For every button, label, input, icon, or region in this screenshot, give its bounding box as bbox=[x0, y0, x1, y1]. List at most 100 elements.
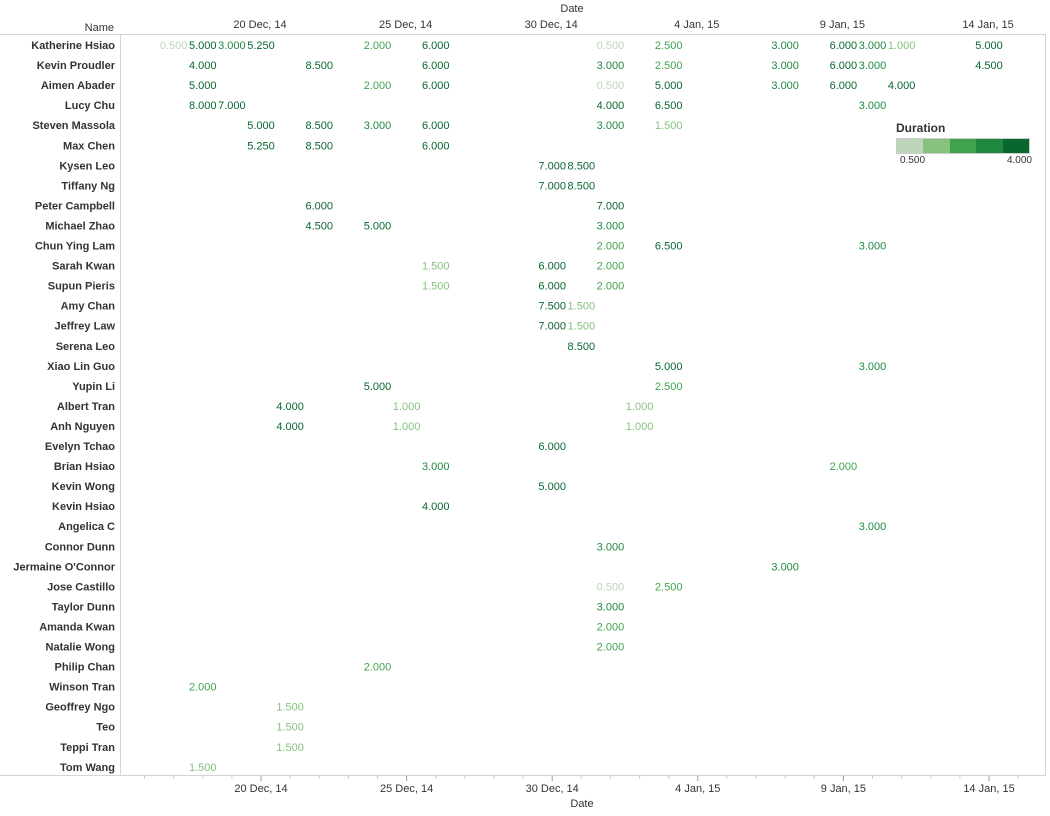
row-name-label: Katherine Hsiao bbox=[31, 40, 115, 52]
duration-cell: 2.000 bbox=[597, 241, 625, 253]
legend-swatch-3 bbox=[949, 139, 977, 153]
bottom-tick-label-3: 4 Jan, 15 bbox=[675, 783, 720, 795]
row-name-label: Anh Nguyen bbox=[50, 421, 115, 433]
duration-cell: 2.000 bbox=[597, 642, 625, 654]
row-name-label: Taylor Dunn bbox=[52, 601, 116, 613]
duration-cell: 1.500 bbox=[422, 281, 450, 293]
duration-cell: 3.000 bbox=[597, 60, 625, 72]
duration-cell: 5.000 bbox=[975, 40, 1003, 52]
legend-max-label: 4.000 bbox=[1006, 155, 1032, 166]
duration-cell: 1.500 bbox=[655, 120, 683, 132]
duration-cell: 4.000 bbox=[189, 60, 217, 72]
row-name-label: Albert Tran bbox=[57, 401, 115, 413]
row-name-label: Evelyn Tchao bbox=[45, 441, 115, 453]
duration-cell: 3.000 bbox=[771, 60, 799, 72]
row-name-label: Philip Chan bbox=[55, 662, 116, 674]
duration-cell: 6.000 bbox=[538, 441, 566, 453]
duration-cell: 3.000 bbox=[859, 100, 887, 112]
legend-range: 0.500 4.000 bbox=[896, 155, 1032, 169]
row-header-title: Name bbox=[85, 22, 114, 34]
duration-cell: 1.000 bbox=[393, 421, 421, 433]
duration-cell: 0.500 bbox=[597, 80, 625, 92]
duration-cell: 8.500 bbox=[568, 180, 596, 192]
top-tick-label-4: 9 Jan, 15 bbox=[820, 19, 865, 31]
duration-cell: 7.000 bbox=[597, 200, 625, 212]
top-tick-label-5: 14 Jan, 15 bbox=[962, 19, 1013, 31]
duration-cell: 5.000 bbox=[189, 80, 217, 92]
legend-min-label: 0.500 bbox=[900, 155, 926, 166]
duration-cell: 2.000 bbox=[597, 621, 625, 633]
duration-cell: 2.000 bbox=[830, 461, 858, 473]
legend-swatch-4 bbox=[976, 139, 1003, 153]
duration-cell: 2.000 bbox=[364, 80, 392, 92]
duration-cell: 3.000 bbox=[422, 461, 450, 473]
duration-cell: 1.500 bbox=[276, 742, 304, 754]
top-tick-label-3: 4 Jan, 15 bbox=[674, 19, 719, 31]
row-name-label: Kevin Proudler bbox=[37, 60, 116, 72]
duration-cell: 8.500 bbox=[305, 120, 333, 132]
row-name-label: Xiao Lin Guo bbox=[47, 361, 115, 373]
legend-title: Duration bbox=[896, 121, 946, 135]
row-name-label: Natalie Wong bbox=[46, 642, 115, 654]
duration-cell: 6.000 bbox=[305, 200, 333, 212]
duration-cell: 7.000 bbox=[218, 100, 246, 112]
row-name-label: Aimen Abader bbox=[41, 80, 116, 92]
duration-cell: 7.000 bbox=[538, 321, 566, 333]
duration-cell: 6.500 bbox=[655, 241, 683, 253]
row-name-labels: Katherine Hsiao Kevin Proudler Aimen Abade… bbox=[13, 40, 116, 774]
row-name-label: Sarah Kwan bbox=[52, 261, 115, 273]
duration-cell: 2.000 bbox=[189, 682, 217, 694]
duration-cell: 1.000 bbox=[626, 421, 654, 433]
top-tick-label-0: 20 Dec, 14 bbox=[233, 19, 286, 31]
top-tick-labels: 20 Dec, 14 25 Dec, 14 30 Dec, 14 4 Jan, 15 9… bbox=[233, 19, 1013, 31]
row-name-label: Yupin Li bbox=[72, 381, 115, 393]
duration-cell: 3.000 bbox=[597, 601, 625, 613]
duration-cell: 1.500 bbox=[276, 702, 304, 714]
duration-cells: 0.500 5.000 3.000 5.250 2.000 6.000 0.500 2.500… bbox=[160, 40, 1003, 774]
duration-cell: 7.000 bbox=[538, 160, 566, 172]
duration-cell: 6.000 bbox=[422, 120, 450, 132]
duration-cell: 3.000 bbox=[218, 40, 246, 52]
duration-cell: 5.250 bbox=[247, 140, 275, 152]
row-name-label: Peter Campbell bbox=[35, 200, 115, 212]
duration-cell: 5.000 bbox=[655, 361, 683, 373]
duration-cell: 3.000 bbox=[859, 40, 887, 52]
duration-cell: 8.500 bbox=[568, 341, 596, 353]
bottom-tick-label-1: 25 Dec, 14 bbox=[380, 783, 433, 795]
x-axis-title-top: Date bbox=[560, 3, 583, 15]
row-name-label: Tom Wang bbox=[60, 762, 115, 774]
row-name-label: Kevin Hsiao bbox=[52, 501, 115, 513]
duration-cell: 6.000 bbox=[830, 80, 858, 92]
row-name-label: Brian Hsiao bbox=[54, 461, 115, 473]
duration-cell: 4.500 bbox=[975, 60, 1003, 72]
row-name-label: Michael Zhao bbox=[45, 220, 115, 232]
duration-cell: 5.000 bbox=[364, 220, 392, 232]
duration-cell: 0.500 bbox=[597, 581, 625, 593]
duration-cell: 3.000 bbox=[859, 241, 887, 253]
bottom-tick-label-5: 14 Jan, 15 bbox=[963, 783, 1014, 795]
duration-cell: 8.500 bbox=[305, 140, 333, 152]
row-name-label: Chun Ying Lam bbox=[35, 241, 115, 253]
row-name-label: Jeffrey Law bbox=[54, 321, 115, 333]
legend-swatch-1 bbox=[897, 139, 924, 153]
duration-cell: 3.000 bbox=[771, 80, 799, 92]
duration-cell: 0.500 bbox=[597, 40, 625, 52]
row-name-label: Lucy Chu bbox=[65, 100, 115, 112]
duration-cell: 4.000 bbox=[422, 501, 450, 513]
duration-cell: 2.500 bbox=[655, 581, 683, 593]
bottom-axis-ticks: 20 Dec, 14 25 Dec, 14 30 Dec, 14 4 Jan, 15 9… bbox=[144, 776, 1019, 795]
duration-cell: 4.500 bbox=[305, 220, 333, 232]
bottom-tick-label-2: 30 Dec, 14 bbox=[526, 783, 579, 795]
legend-color-ramp bbox=[896, 138, 1030, 154]
duration-cell: 4.000 bbox=[276, 401, 304, 413]
duration-cell: 6.000 bbox=[422, 40, 450, 52]
row-name-label: Jermaine O'Connor bbox=[13, 561, 115, 573]
duration-cell: 6.000 bbox=[830, 40, 858, 52]
legend-swatch-2 bbox=[923, 139, 950, 153]
row-name-label: Teppi Tran bbox=[60, 742, 115, 754]
duration-cell: 8.500 bbox=[305, 60, 333, 72]
top-tick-label-2: 30 Dec, 14 bbox=[525, 19, 578, 31]
top-tick-label-1: 25 Dec, 14 bbox=[379, 19, 432, 31]
row-name-label: Amy Chan bbox=[61, 301, 116, 313]
